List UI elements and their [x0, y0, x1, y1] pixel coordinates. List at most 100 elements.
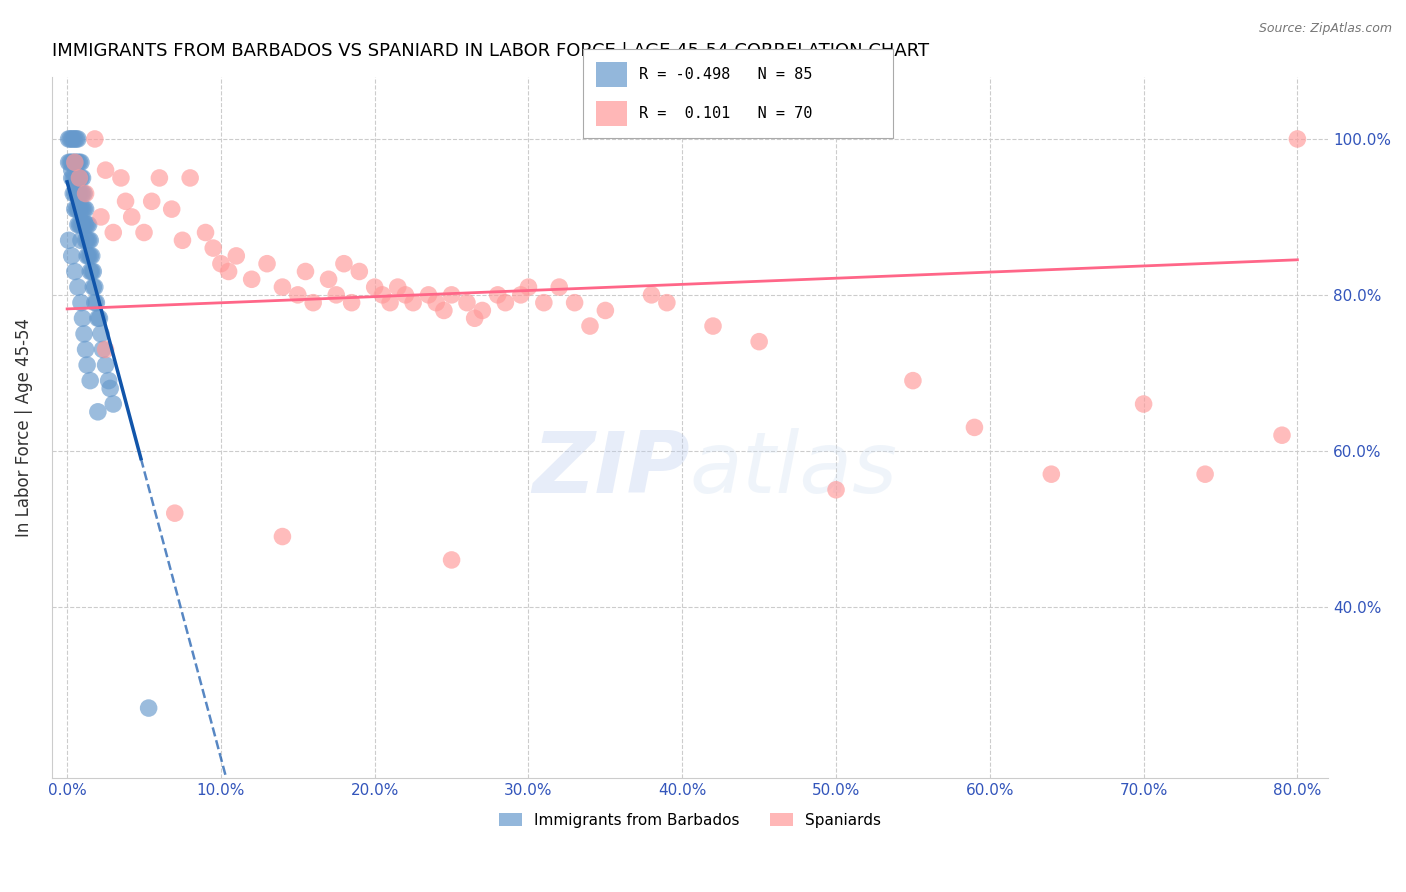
Point	[70, 218, 93, 232]
Point	[287, 288, 309, 302]
Point	[67, 218, 90, 232]
Point	[76, 218, 98, 232]
Point	[433, 303, 456, 318]
Point	[75, 233, 97, 247]
Point	[73, 202, 96, 216]
Point	[80, 249, 103, 263]
Point	[73, 218, 96, 232]
Point	[65, 170, 87, 185]
Point	[901, 374, 924, 388]
Point	[79, 264, 101, 278]
Point	[418, 288, 440, 302]
Point	[349, 264, 371, 278]
Point	[240, 272, 263, 286]
Point	[67, 170, 90, 185]
Point	[271, 530, 294, 544]
Point	[90, 326, 112, 341]
Point	[59, 132, 82, 146]
Point	[66, 186, 89, 201]
Point	[517, 280, 540, 294]
Point	[1040, 467, 1063, 482]
Point	[132, 226, 155, 240]
Point	[65, 202, 87, 216]
Point	[60, 163, 83, 178]
Point	[98, 381, 121, 395]
Point	[97, 374, 120, 388]
Point	[209, 257, 232, 271]
Point	[82, 264, 104, 278]
Point	[63, 132, 86, 146]
Point	[86, 295, 108, 310]
Point	[509, 288, 531, 302]
Point	[73, 326, 96, 341]
Point	[72, 311, 94, 326]
Point	[63, 170, 86, 185]
Point	[138, 701, 160, 715]
Point	[94, 358, 117, 372]
Point	[65, 155, 87, 169]
Point	[218, 264, 240, 278]
Point	[94, 163, 117, 178]
Legend: Immigrants from Barbados, Spaniards: Immigrants from Barbados, Spaniards	[492, 806, 887, 834]
Point	[66, 280, 89, 294]
Point	[121, 210, 143, 224]
Text: R = -0.498   N = 85: R = -0.498 N = 85	[640, 67, 813, 81]
Point	[340, 295, 363, 310]
Point	[77, 218, 100, 232]
Point	[1271, 428, 1294, 442]
Point	[75, 186, 97, 201]
Point	[225, 249, 247, 263]
Point	[73, 186, 96, 201]
Point	[825, 483, 848, 497]
Point	[90, 210, 112, 224]
Point	[70, 233, 93, 247]
Point	[67, 186, 90, 201]
Point	[371, 288, 394, 302]
Point	[77, 233, 100, 247]
Point	[94, 343, 117, 357]
Text: IMMIGRANTS FROM BARBADOS VS SPANIARD IN LABOR FORCE | AGE 45-54 CORRELATION CHAR: IMMIGRANTS FROM BARBADOS VS SPANIARD IN …	[52, 42, 929, 60]
Point	[63, 155, 86, 169]
Point	[271, 280, 294, 294]
Text: Source: ZipAtlas.com: Source: ZipAtlas.com	[1258, 22, 1392, 36]
Point	[76, 358, 98, 372]
Point	[70, 186, 93, 201]
Point	[1194, 467, 1216, 482]
Point	[103, 397, 125, 411]
Point	[363, 280, 385, 294]
Point	[194, 226, 217, 240]
Point	[70, 170, 93, 185]
Point	[60, 132, 83, 146]
Point	[79, 233, 101, 247]
Point	[66, 202, 89, 216]
Point	[172, 233, 194, 247]
Point	[62, 155, 84, 169]
Point	[1132, 397, 1154, 411]
Point	[440, 288, 463, 302]
Point	[294, 264, 316, 278]
Point	[394, 288, 416, 302]
Point	[70, 202, 93, 216]
Point	[72, 202, 94, 216]
Point	[333, 257, 356, 271]
Point	[80, 264, 103, 278]
Point	[302, 295, 325, 310]
Point	[62, 186, 84, 201]
Point	[72, 186, 94, 201]
Point	[62, 132, 84, 146]
Point	[595, 303, 617, 318]
Point	[60, 155, 83, 169]
Point	[75, 343, 97, 357]
Point	[325, 288, 347, 302]
Point	[63, 186, 86, 201]
Point	[63, 202, 86, 216]
Point	[82, 280, 104, 294]
Point	[486, 288, 509, 302]
Point	[76, 249, 98, 263]
Point	[65, 132, 87, 146]
Point	[163, 506, 186, 520]
Point	[87, 311, 110, 326]
Bar	[596, 101, 627, 126]
Point	[67, 155, 90, 169]
Point	[1286, 132, 1309, 146]
